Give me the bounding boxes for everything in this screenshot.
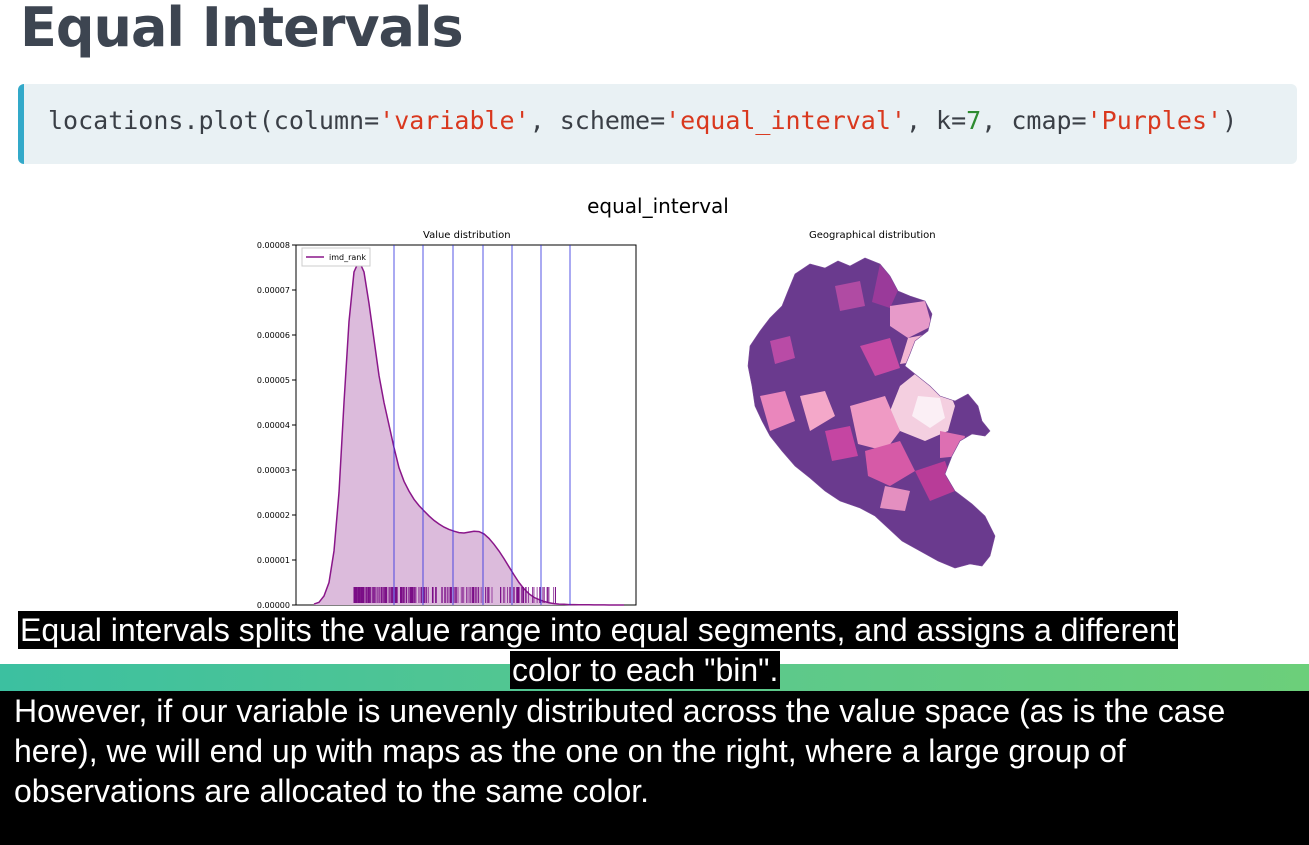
caption-block-2: However, if our variable is unevenly dis…: [14, 691, 1225, 811]
figure: equal_interval Value distribution Geogra…: [240, 188, 1060, 608]
y-tick-label: 0.00006: [257, 331, 290, 340]
y-tick-label: 0.00000: [257, 601, 290, 608]
code-string: 'variable': [379, 106, 530, 135]
kde-area: [314, 260, 624, 605]
code-token: locations.plot(column=: [48, 106, 380, 135]
code-cell[interactable]: locations.plot(column='variable', scheme…: [18, 84, 1297, 164]
kde-line: [313, 258, 624, 606]
y-tick-label: 0.00005: [257, 376, 290, 385]
code-token: ): [1222, 106, 1238, 135]
choropleth-map: [747, 257, 996, 569]
caption-line-1: Equal intervals splits the value range i…: [18, 611, 1178, 649]
code-string: 'Purples': [1086, 106, 1223, 135]
y-tick-label: 0.00003: [257, 466, 290, 475]
caption-line-2: However, if our variable is unevenly dis…: [14, 693, 1226, 729]
code-token: , cmap=: [981, 106, 1087, 135]
y-tick-label: 0.00008: [257, 241, 290, 250]
code-number: 7: [966, 106, 982, 135]
rug-marks: [353, 587, 556, 603]
y-axis-ticks: 0.00000 0.00001 0.00002 0.00003 0.00004 0.000…: [257, 241, 296, 608]
geographical-distribution-title: Geographical distribution: [809, 230, 936, 241]
y-tick-label: 0.00007: [257, 286, 290, 295]
legend: imd_rank: [301, 247, 371, 267]
value-distribution-title: Value distribution: [423, 230, 511, 241]
bin-break-lines: [393, 245, 571, 605]
page-title: Equal Intervals: [20, 0, 464, 59]
y-tick-label: 0.00004: [257, 421, 290, 430]
caption-line-4: observations are allocated to the same c…: [14, 773, 650, 809]
y-tick-label: 0.00002: [257, 511, 290, 520]
y-tick-label: 0.00001: [257, 556, 290, 565]
figure-title: equal_interval: [587, 194, 729, 218]
code-token: , k=: [905, 106, 967, 135]
value-distribution-chart: 0.00000 0.00001 0.00002 0.00003 0.00004 0.000…: [257, 241, 637, 608]
caption-line-1b: color to each "bin".: [510, 651, 781, 689]
code-token: , scheme=: [529, 106, 666, 135]
legend-label: imd_rank: [329, 253, 366, 262]
code-line: locations.plot(column='variable', scheme…: [48, 106, 1237, 135]
caption-line-3: here), we will end up with maps as the o…: [14, 733, 1126, 769]
caption-background: [0, 691, 1309, 845]
code-string: 'equal_interval': [665, 106, 906, 135]
